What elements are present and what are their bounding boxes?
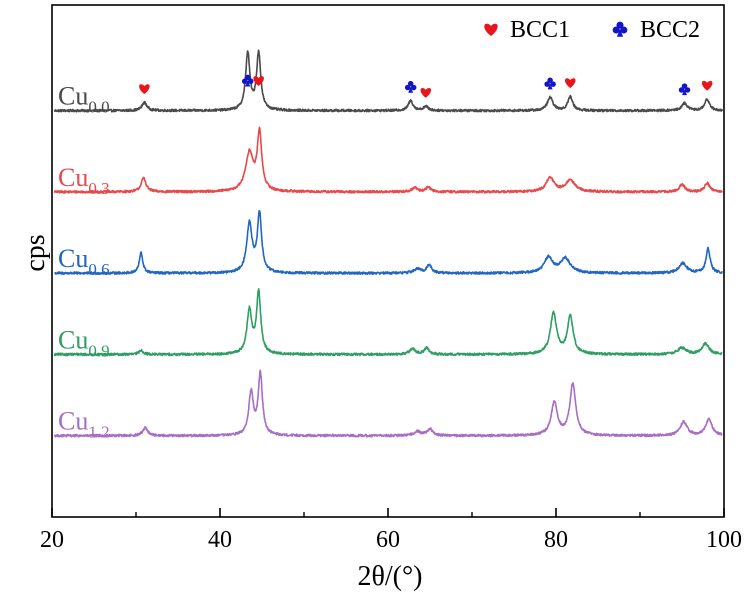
legend-label-bcc1: BCC1	[510, 17, 570, 43]
series-labels: Cu0.0 Cu0.3 Cu0.6 Cu0.9 Cu1.2	[58, 82, 110, 442]
series-line-0-0	[53, 49, 723, 113]
series-line-0-9	[53, 288, 723, 357]
series-label-0-6: Cu0.6	[58, 244, 110, 279]
heart-icon	[139, 84, 150, 94]
y-axis-label: cps	[20, 234, 51, 271]
club-icon	[544, 77, 556, 90]
series-label-0-9: Cu0.9	[58, 326, 110, 361]
legend-club-icon	[612, 21, 628, 37]
x-axis-ticks: 20 40 60 80 100	[40, 508, 742, 553]
legend-label-bcc2: BCC2	[640, 17, 700, 43]
x-axis-label: 2θ/(°)	[357, 561, 422, 592]
series-line-0-6	[54, 210, 723, 275]
series-line-1-2	[53, 369, 723, 438]
series-label-0-3: Cu0.3	[58, 163, 110, 198]
series-layer	[53, 49, 723, 438]
series-label-0-0: Cu0.0	[58, 82, 110, 117]
legend-heart-icon	[484, 23, 498, 36]
series-label-1-2: Cu1.2	[58, 407, 110, 442]
club-icon	[612, 21, 628, 37]
x-tick-label: 80	[544, 527, 568, 553]
x-tick-label: 20	[40, 527, 64, 553]
club-icon	[404, 80, 417, 93]
heart-icon	[565, 78, 576, 88]
club-icon	[241, 74, 254, 87]
heart-icon	[253, 76, 264, 86]
x-tick-label: 40	[208, 527, 232, 553]
legend: BCC1 BCC2	[484, 17, 700, 43]
heart-icon	[484, 23, 498, 36]
plot-frame	[51, 4, 725, 518]
heart-icon	[420, 87, 432, 98]
heart-icon	[701, 80, 713, 91]
club-icon	[678, 83, 691, 96]
peak-markers	[139, 74, 713, 98]
series-line-0-3	[53, 126, 723, 194]
x-tick-label: 60	[376, 527, 400, 553]
x-tick-label: 100	[706, 527, 742, 553]
